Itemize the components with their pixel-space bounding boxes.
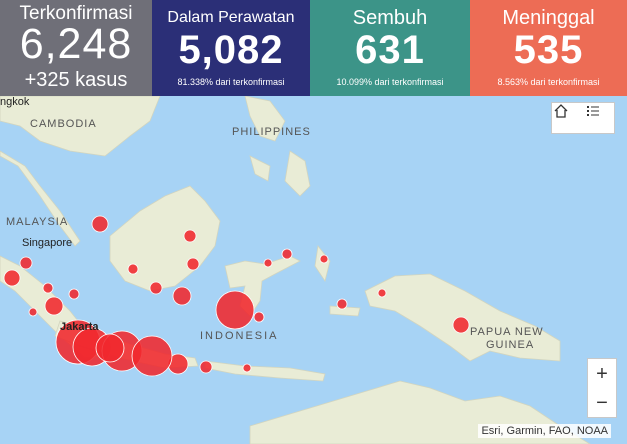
stat-value: 631 [355,28,425,72]
label-png-2: GUINEA [486,339,535,351]
stat-sub: 8.563% dari terkonfirmasi [497,77,600,87]
stat-sub: 10.099% dari terkonfirmasi [336,77,444,87]
stat-card-deaths: Meninggal 535 8.563% dari terkonfirmasi [470,0,627,96]
stat-label: Meninggal [502,7,595,29]
stat-value: 5,082 [178,28,284,72]
zoom-out-button[interactable]: − [596,391,608,414]
stat-value: 535 [513,28,584,72]
label-indonesia: INDONESIA [200,330,279,342]
stat-value: 6,248 [19,20,133,68]
basemap[interactable] [0,96,627,444]
map-toolbar [551,102,615,134]
label-bangkok: ngkok [0,96,30,108]
zoom-control: + − [587,358,617,418]
label-cambodia: CAMBODIA [30,118,97,130]
case-markers [3,215,470,377]
label-png-1: PAPUA NEW [470,326,544,338]
stat-sub: 81.338% dari terkonfirmasi [177,77,285,87]
stat-sub: +325 kasus [24,69,128,91]
stat-label: Sembuh [352,7,428,29]
map-attribution: Esri, Garmin, FAO, NOAA [478,424,611,438]
stat-label: Dalam Perawatan [167,9,295,26]
map-view[interactable]: ngkok CAMBODIA PHILIPPINES MALAYSIA Sing… [0,96,627,444]
legend-button[interactable] [585,103,615,133]
stat-card-in-care: Dalam Perawatan 5,082 81.338% dari terko… [152,0,310,96]
home-button[interactable] [553,103,583,133]
label-philippines: PHILIPPINES [232,126,311,138]
stat-card-recovered: Sembuh 631 10.099% dari terkonfirmasi [310,0,470,96]
zoom-in-button[interactable]: + [596,362,608,385]
landmass [0,96,591,444]
stats-bar: Terkonfirmasi 6,248 +325 kasus Dalam Per… [0,0,627,96]
stat-card-confirmed: Terkonfirmasi 6,248 +325 kasus [0,0,152,96]
label-malaysia: MALAYSIA [6,216,69,228]
label-singapore: Singapore [22,237,73,249]
stat-label: Terkonfirmasi [19,3,133,24]
label-jakarta: Jakarta [60,321,99,333]
